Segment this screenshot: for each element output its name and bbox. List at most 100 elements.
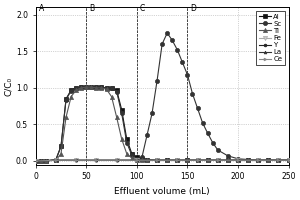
Y bbox=[155, 159, 159, 161]
Line: Fe: Fe bbox=[34, 158, 291, 163]
Sc bbox=[277, 159, 280, 161]
Text: A: A bbox=[39, 4, 44, 13]
Sc bbox=[246, 158, 250, 161]
Sc bbox=[120, 112, 124, 115]
Ti bbox=[80, 87, 83, 89]
Sc bbox=[54, 158, 58, 161]
Fe bbox=[94, 159, 98, 161]
Fe bbox=[196, 159, 199, 161]
Ce bbox=[135, 159, 139, 161]
Fe bbox=[74, 159, 78, 161]
Sc bbox=[135, 158, 139, 160]
Fe bbox=[176, 159, 179, 161]
Al bbox=[196, 159, 199, 161]
Ti bbox=[186, 159, 189, 161]
Sc bbox=[206, 132, 209, 134]
Ce bbox=[256, 159, 260, 161]
Fe bbox=[155, 159, 159, 161]
Line: La: La bbox=[34, 159, 290, 162]
Al bbox=[59, 145, 63, 148]
Al bbox=[165, 159, 169, 161]
Ti bbox=[145, 159, 149, 161]
Sc bbox=[100, 86, 103, 88]
Sc bbox=[85, 86, 88, 88]
Line: Y: Y bbox=[34, 159, 290, 162]
Ti bbox=[94, 87, 98, 89]
La bbox=[236, 159, 240, 161]
Al bbox=[100, 86, 103, 88]
Sc bbox=[105, 87, 108, 89]
Text: D: D bbox=[190, 4, 196, 13]
La bbox=[155, 159, 159, 161]
La bbox=[176, 159, 179, 161]
Ce bbox=[196, 159, 199, 161]
Al bbox=[186, 159, 189, 161]
Y bbox=[74, 159, 78, 161]
Ti bbox=[176, 159, 179, 161]
Ti bbox=[64, 116, 68, 118]
La bbox=[216, 159, 220, 161]
Sc bbox=[226, 155, 230, 157]
Sc bbox=[186, 74, 189, 76]
Y bbox=[94, 159, 98, 161]
Sc bbox=[155, 79, 159, 82]
Ce bbox=[236, 159, 240, 161]
Sc bbox=[165, 32, 169, 34]
Sc bbox=[145, 134, 149, 137]
Ti bbox=[135, 158, 139, 161]
Al bbox=[135, 156, 139, 159]
Ti bbox=[130, 157, 134, 159]
Ce bbox=[277, 159, 280, 161]
Al bbox=[277, 159, 280, 161]
Y bbox=[287, 159, 290, 161]
Ce bbox=[216, 159, 220, 161]
Al bbox=[74, 87, 78, 89]
Ti bbox=[226, 159, 230, 161]
Sc bbox=[196, 107, 199, 110]
La bbox=[277, 159, 280, 161]
Sc bbox=[74, 87, 78, 89]
Sc bbox=[125, 142, 128, 144]
Al bbox=[267, 159, 270, 161]
Y bbox=[256, 159, 260, 161]
Ce bbox=[94, 159, 98, 161]
Ti bbox=[89, 86, 93, 88]
La bbox=[135, 159, 139, 161]
Sc bbox=[216, 149, 220, 151]
Sc bbox=[191, 93, 194, 95]
Al bbox=[105, 87, 108, 89]
Ti bbox=[110, 95, 113, 98]
Ti bbox=[44, 160, 48, 162]
Sc bbox=[59, 145, 63, 148]
Al bbox=[236, 159, 240, 161]
Ce bbox=[176, 159, 179, 161]
Al bbox=[216, 159, 220, 161]
Ce bbox=[287, 159, 290, 161]
Al bbox=[287, 159, 290, 161]
Sc bbox=[140, 156, 144, 159]
Ti bbox=[39, 160, 43, 162]
Al bbox=[110, 87, 113, 89]
Ti bbox=[216, 159, 220, 161]
Sc bbox=[115, 90, 119, 93]
Fe bbox=[34, 160, 38, 162]
Ti bbox=[256, 159, 260, 161]
Sc bbox=[150, 112, 154, 115]
La bbox=[34, 160, 38, 162]
Line: Al: Al bbox=[34, 85, 291, 163]
Legend: Al, Sc, Ti, Fe, Y, La, Ce: Al, Sc, Ti, Fe, Y, La, Ce bbox=[256, 11, 285, 65]
Al bbox=[85, 86, 88, 88]
Fe bbox=[54, 159, 58, 161]
Al bbox=[34, 160, 38, 162]
Ti bbox=[59, 152, 63, 155]
Al bbox=[39, 160, 43, 162]
Al bbox=[140, 158, 144, 160]
Al bbox=[176, 159, 179, 161]
Sc bbox=[201, 122, 204, 124]
X-axis label: Effluent volume (mL): Effluent volume (mL) bbox=[114, 187, 210, 196]
Sc bbox=[170, 39, 174, 42]
Y bbox=[34, 160, 38, 162]
Sc bbox=[211, 142, 214, 144]
Ti bbox=[85, 86, 88, 88]
Ti bbox=[287, 159, 290, 161]
